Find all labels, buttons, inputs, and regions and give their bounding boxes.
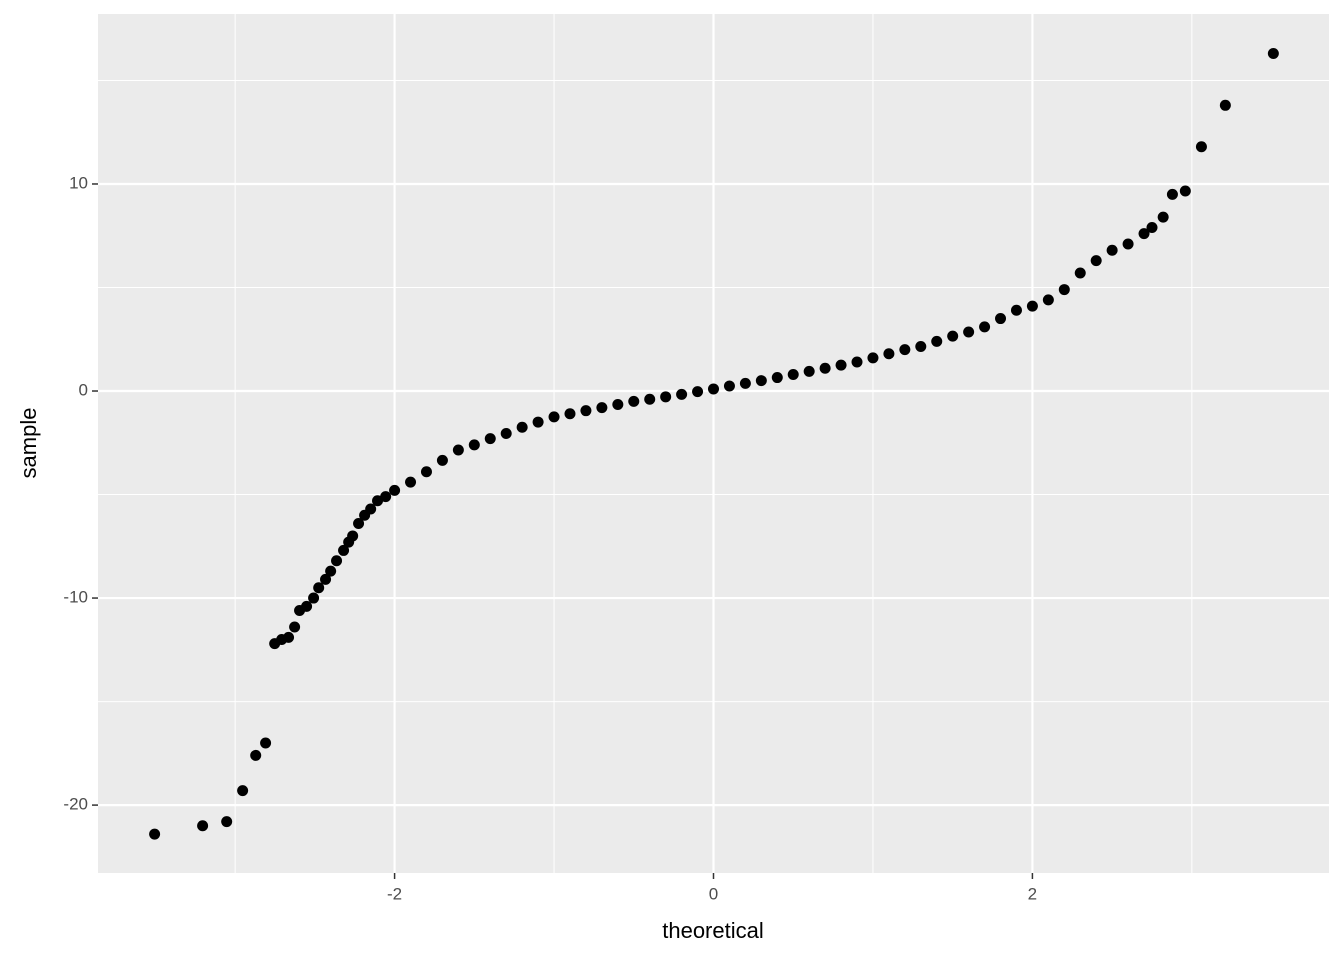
point (596, 402, 608, 414)
point (1042, 294, 1054, 306)
point (787, 368, 799, 380)
point (1090, 255, 1102, 267)
point (221, 816, 233, 828)
x-axis-title: theoretical (662, 918, 764, 943)
point (338, 544, 350, 556)
point (771, 372, 783, 384)
point (516, 421, 528, 433)
point (289, 621, 301, 633)
point (612, 398, 624, 410)
point (1146, 221, 1158, 233)
point (365, 503, 377, 515)
point (755, 375, 767, 387)
point (353, 518, 365, 530)
y-tick-label: 0 (79, 381, 88, 400)
point (347, 530, 359, 542)
point (708, 383, 719, 395)
point (548, 411, 560, 423)
point (1058, 284, 1070, 296)
point (197, 820, 209, 832)
point (380, 491, 392, 503)
point (995, 313, 1007, 325)
point (979, 321, 991, 333)
point (500, 427, 512, 439)
y-tick-label: -10 (63, 588, 88, 607)
point (1122, 238, 1134, 250)
point (313, 582, 325, 594)
point (1219, 99, 1231, 111)
point (851, 356, 863, 368)
point (867, 352, 879, 364)
point (1267, 48, 1279, 60)
point (915, 341, 927, 353)
point (301, 600, 313, 612)
point (692, 386, 704, 398)
point (532, 416, 544, 428)
point (389, 484, 401, 496)
point (931, 335, 943, 347)
point (803, 365, 815, 377)
y-tick-label: 10 (69, 173, 88, 192)
point (320, 573, 332, 585)
x-tick-label: 2 (1028, 884, 1037, 903)
point (739, 377, 751, 389)
y-tick-label: -20 (63, 795, 88, 814)
point (1074, 267, 1086, 279)
point (883, 348, 895, 360)
points (149, 48, 1279, 840)
point (819, 362, 831, 374)
point (835, 359, 847, 371)
point (372, 495, 384, 507)
point (580, 405, 592, 417)
point (660, 391, 672, 403)
point (1179, 185, 1191, 197)
point (420, 466, 432, 478)
point (308, 592, 320, 604)
point (1026, 300, 1038, 312)
x-tick-label: 0 (709, 884, 718, 903)
point (1157, 211, 1169, 223)
y-axis-title: sample (16, 408, 41, 479)
point (628, 395, 640, 407)
point (237, 785, 249, 797)
point (1010, 304, 1022, 316)
point (676, 388, 688, 400)
point (1138, 228, 1150, 240)
point (260, 737, 272, 749)
point (436, 454, 448, 466)
point (149, 828, 161, 840)
point (564, 408, 576, 420)
point (452, 444, 464, 456)
point (325, 565, 337, 577)
point (468, 439, 480, 451)
point (644, 393, 656, 405)
point (331, 555, 343, 567)
point (484, 433, 496, 445)
point (899, 344, 911, 356)
point (1166, 188, 1178, 200)
point (1106, 244, 1118, 256)
point (1195, 141, 1207, 153)
point (723, 380, 735, 392)
x-tick-label: -2 (387, 884, 402, 903)
point (250, 749, 262, 761)
point (947, 330, 959, 342)
point (963, 326, 975, 338)
point (405, 476, 417, 488)
point (283, 631, 295, 643)
